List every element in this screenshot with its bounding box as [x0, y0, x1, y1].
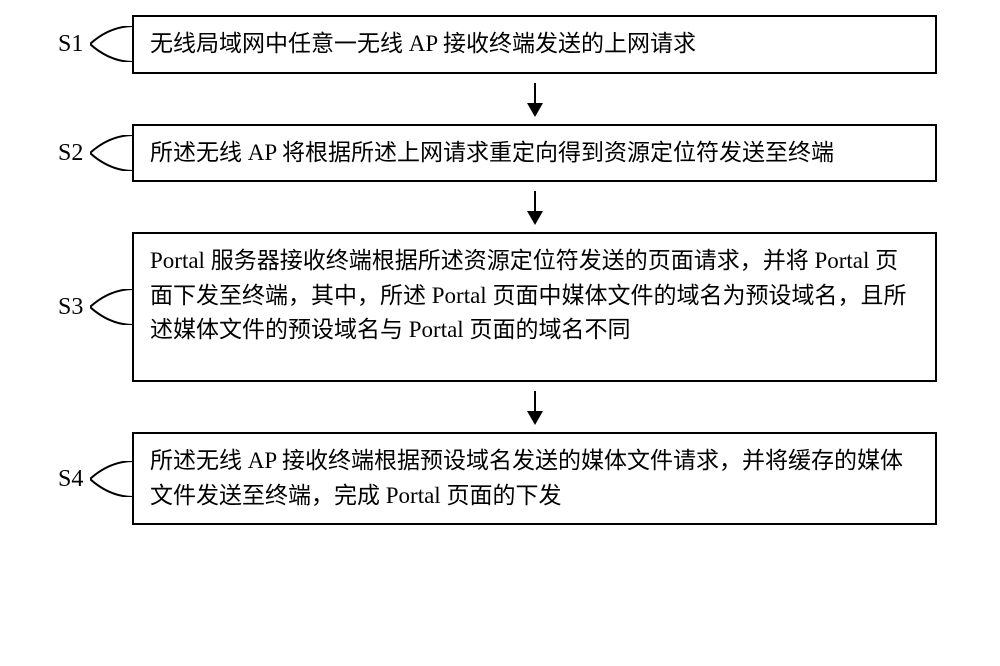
step-s3-box: S3 Portal 服务器接收终端根据所述资源定位符发送的页面请求，并将 Por…: [132, 232, 937, 382]
label-connector: [90, 135, 134, 171]
step-s1-box: S1 无线局域网中任意一无线 AP 接收终端发送的上网请求: [132, 15, 937, 74]
step-s3-text: Portal 服务器接收终端根据所述资源定位符发送的页面请求，并将 Portal…: [150, 248, 906, 342]
step-s1-label: S1: [58, 26, 83, 62]
step-s4-label: S4: [58, 461, 83, 497]
arrow-s2-s3: [132, 182, 937, 232]
step-s2-text: 所述无线 AP 将根据所述上网请求重定向得到资源定位符发送至终端: [150, 140, 834, 165]
arrow-s1-s2: [132, 74, 937, 124]
step-s2-label: S2: [58, 135, 83, 171]
flowchart: S1 无线局域网中任意一无线 AP 接收终端发送的上网请求 S2 所述无线 AP…: [60, 15, 940, 525]
step-s4-box: S4 所述无线 AP 接收终端根据预设域名发送的媒体文件请求，并将缓存的媒体文件…: [132, 432, 937, 525]
label-connector: [90, 289, 134, 325]
arrow-s3-s4: [132, 382, 937, 432]
step-s2-box: S2 所述无线 AP 将根据所述上网请求重定向得到资源定位符发送至终端: [132, 124, 937, 183]
step-s3-label: S3: [58, 289, 83, 325]
label-connector: [90, 461, 134, 497]
step-s4-text: 所述无线 AP 接收终端根据预设域名发送的媒体文件请求，并将缓存的媒体文件发送至…: [150, 448, 903, 508]
step-s1-text: 无线局域网中任意一无线 AP 接收终端发送的上网请求: [150, 31, 696, 56]
label-connector: [90, 26, 134, 62]
